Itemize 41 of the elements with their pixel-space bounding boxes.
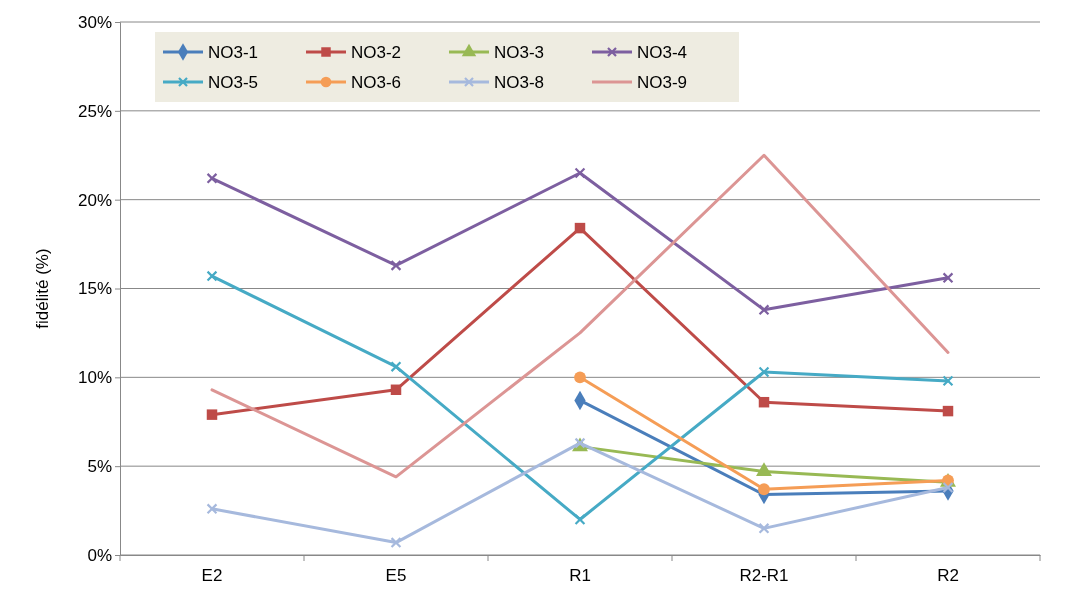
x-tick-label: E5: [385, 566, 407, 586]
legend-label: NO3-5: [208, 73, 259, 92]
x-tick-label: E2: [201, 566, 223, 586]
legend-label: NO3-6: [351, 73, 402, 92]
legend-label: NO3-3: [494, 43, 545, 62]
legend-label: NO3-4: [637, 43, 688, 62]
point: [574, 222, 586, 234]
y-tick-label: 25%: [77, 101, 112, 121]
point: [390, 260, 402, 271]
point: [206, 173, 218, 184]
point: [206, 409, 218, 420]
y-axis-title: fidélité (%): [33, 248, 52, 329]
point: [758, 396, 770, 408]
y-tick-label: 10%: [77, 368, 112, 388]
line-series: [210, 153, 950, 479]
legend-label: NO3-1: [208, 43, 259, 62]
point: [574, 371, 586, 384]
y-tick-label: 20%: [77, 190, 112, 210]
point: [942, 405, 954, 417]
point: [756, 462, 772, 477]
y-tick-label: 15%: [77, 279, 112, 299]
y-tick-label: 30%: [77, 12, 112, 32]
x-tick-label: R1: [569, 566, 591, 586]
point: [574, 514, 586, 525]
point: [390, 537, 402, 548]
point: [942, 375, 954, 387]
point: [390, 384, 402, 396]
point: [390, 361, 402, 372]
point: [942, 482, 954, 493]
point: [942, 272, 954, 284]
point: [758, 483, 770, 496]
y-tick-label: 5%: [87, 457, 112, 477]
legend-label: NO3-9: [637, 73, 688, 92]
y-tick-label: 0%: [87, 545, 112, 565]
legend-label: NO3-8: [494, 73, 545, 92]
x-tick-label: R2-R1: [739, 566, 789, 586]
point: [758, 523, 770, 534]
point: [206, 503, 218, 515]
legend-label: NO3-2: [351, 43, 402, 62]
x-tick-label: R2: [937, 566, 959, 586]
point: [758, 304, 770, 316]
